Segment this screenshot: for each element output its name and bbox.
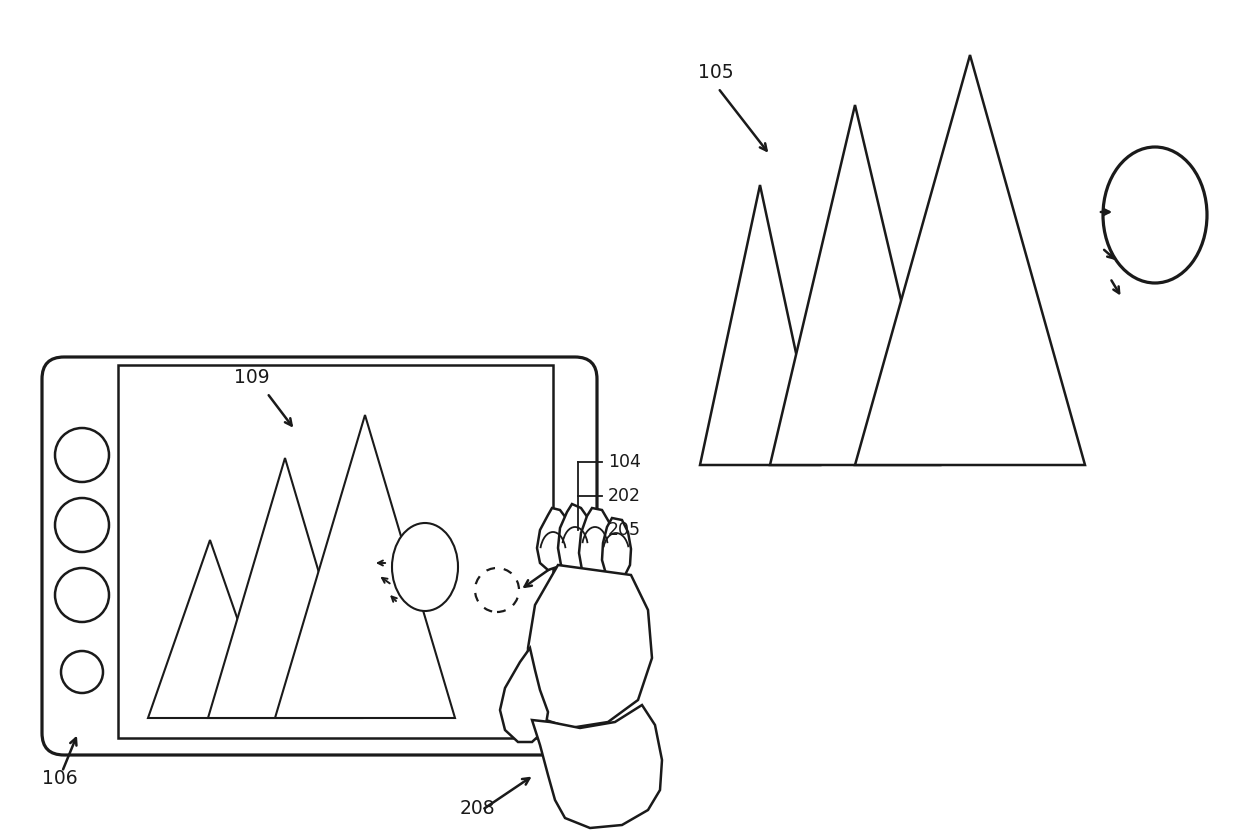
Circle shape — [55, 568, 109, 622]
Polygon shape — [701, 185, 820, 465]
Polygon shape — [601, 518, 631, 580]
Polygon shape — [500, 648, 548, 742]
Polygon shape — [579, 508, 613, 578]
Text: 208: 208 — [460, 799, 496, 818]
Polygon shape — [532, 705, 662, 828]
Text: 105: 105 — [698, 63, 734, 81]
Ellipse shape — [392, 523, 458, 611]
Circle shape — [475, 568, 520, 612]
Bar — [118, 365, 553, 738]
Text: 109: 109 — [234, 369, 270, 387]
Circle shape — [570, 670, 591, 690]
Text: 205: 205 — [608, 521, 641, 539]
Circle shape — [55, 428, 109, 482]
Text: 202: 202 — [608, 487, 641, 505]
Polygon shape — [148, 540, 272, 718]
Polygon shape — [537, 508, 570, 570]
Polygon shape — [558, 504, 591, 573]
Circle shape — [568, 622, 594, 648]
Circle shape — [55, 498, 109, 552]
Polygon shape — [856, 55, 1085, 465]
Polygon shape — [770, 105, 940, 465]
Polygon shape — [275, 415, 455, 718]
Polygon shape — [208, 458, 362, 718]
FancyBboxPatch shape — [42, 357, 596, 755]
Polygon shape — [528, 565, 652, 728]
Ellipse shape — [1104, 147, 1207, 283]
Text: 106: 106 — [42, 768, 78, 788]
Circle shape — [61, 651, 103, 693]
Text: 104: 104 — [608, 453, 641, 471]
